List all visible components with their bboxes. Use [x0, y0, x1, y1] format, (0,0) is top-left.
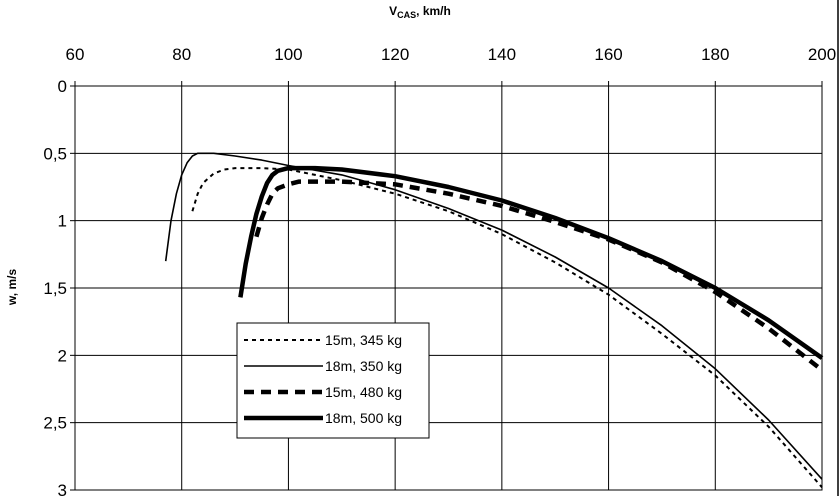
plot-frame: [74, 85, 823, 491]
x-tick-label: 60: [66, 45, 85, 64]
x-axis-title: VCAS, km/h: [389, 4, 451, 20]
y-axis-title: w, m/s: [5, 269, 19, 307]
x-tick-label: 100: [274, 45, 302, 64]
legend: 15m, 345 kg 18m, 350 kg 15m, 480 kg 18m, 50…: [236, 322, 430, 439]
x-tick-label: 160: [594, 45, 622, 64]
legend-label-2: 18m, 350 kg: [325, 358, 402, 374]
series-line-2: [164, 152, 823, 480]
series-line-4: [238, 165, 824, 360]
y-tick-label: 1,5: [43, 279, 67, 298]
series-lines: [164, 152, 824, 488]
x-tick-labels: 60 80 100 120 140 160 180 200: [66, 45, 837, 64]
x-tick-label: 200: [808, 45, 836, 64]
y-tick-label: 0: [58, 77, 67, 96]
y-tick-label: 1: [58, 212, 67, 231]
y-tick-label: 2,5: [43, 414, 67, 433]
x-tick-label: 120: [381, 45, 409, 64]
legend-label-4: 18m, 500 kg: [325, 410, 402, 426]
y-tick-labels: 0 0,5 1 1,5 2 2,5 3: [43, 77, 67, 496]
y-tick-label: 0,5: [43, 144, 67, 163]
legend-label-3: 15m, 480 kg: [325, 384, 402, 400]
x-tick-label: 140: [488, 45, 516, 64]
y-tick-label: 3: [58, 481, 67, 496]
x-tick-label: 180: [701, 45, 729, 64]
legend-label-1: 15m, 345 kg: [325, 332, 402, 348]
x-tick-label: 80: [172, 45, 191, 64]
y-tick-label: 2: [58, 346, 67, 365]
